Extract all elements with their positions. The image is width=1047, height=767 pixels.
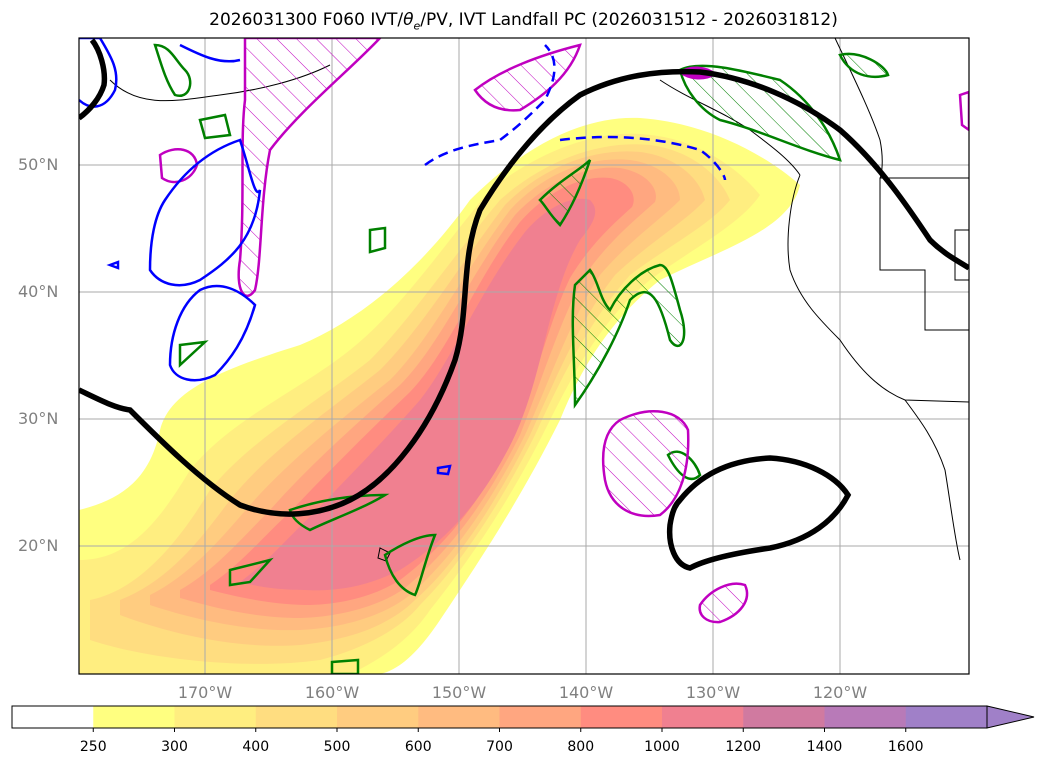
blue-contours [79, 38, 727, 476]
colorbar-swatch [12, 706, 94, 728]
colorbar-swatch [905, 706, 988, 728]
colorbar-tick-label: 400 [242, 739, 270, 755]
lon-label-160w: 160°W [304, 683, 360, 702]
map-frame [78, 37, 970, 675]
graticule [79, 38, 969, 674]
colorbar-tick-label: 1200 [725, 739, 762, 755]
lon-label-130w: 130°W [685, 683, 741, 702]
colorbar-swatch [337, 706, 419, 728]
ivt-1000 [240, 198, 596, 591]
colorbar-tick-label: 500 [323, 739, 351, 755]
lon-label-150w: 150°W [431, 683, 487, 702]
lat-label-50n: 50°N [18, 155, 59, 174]
colorbar-tick-label: 1000 [644, 739, 680, 755]
lon-label-140w: 140°W [558, 683, 614, 702]
colorbar-extend-arrow [986, 705, 1035, 729]
lat-label-20n: 20°N [18, 536, 59, 555]
colorbar-tick-label: 800 [567, 739, 595, 755]
colorbar-swatch [255, 706, 338, 728]
colorbar-tick-label: 1600 [887, 739, 924, 755]
colorbar-swatch [499, 706, 582, 728]
lat-label-30n: 30°N [18, 409, 59, 428]
colorbar-swatch [743, 706, 825, 728]
map-title: 2026031300 F060 IVT/θe/PV, IVT Landfall … [209, 10, 838, 33]
colorbar-tick-label: 300 [161, 739, 188, 755]
pv-green-contours [153, 43, 890, 674]
colorbar-tick-label: 250 [79, 739, 107, 755]
colorbar-swatch [824, 706, 907, 728]
map-panel [79, 38, 969, 674]
lon-label-120w: 120°W [812, 683, 868, 702]
lon-label-170w: 170°W [177, 683, 233, 702]
colorbar-swatch [174, 706, 257, 728]
lat-label-40n: 40°N [18, 282, 59, 301]
pv-magenta-contours [158, 38, 969, 624]
colorbar-tick-label: 600 [404, 739, 432, 755]
colorbar-swatch [93, 706, 175, 728]
colorbar-swatch [418, 706, 500, 728]
colorbar-swatch [662, 706, 744, 728]
colorbar-tick-label: 700 [486, 739, 513, 755]
colorbar-tick-label: 1400 [806, 739, 843, 755]
colorbar-swatch [580, 706, 663, 728]
theta-e-contours [79, 38, 969, 571]
ivt-colorbar [11, 705, 1035, 732]
